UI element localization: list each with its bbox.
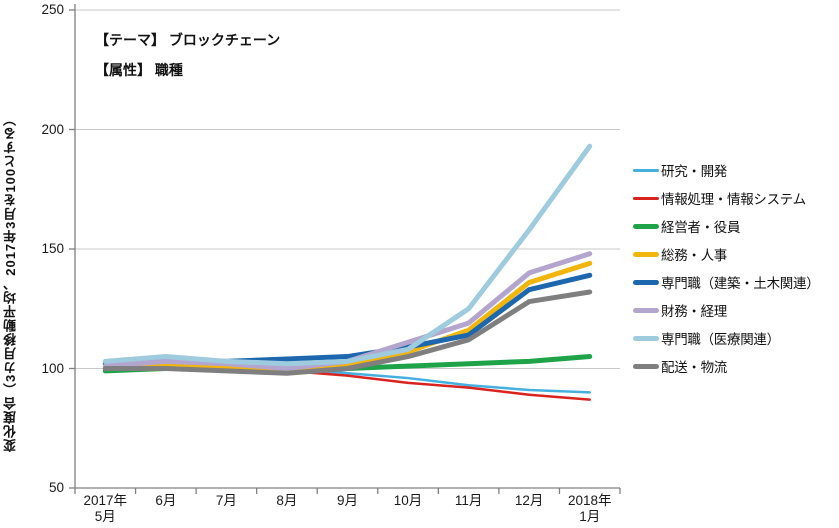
legend-item: 配送・物流 xyxy=(633,352,839,380)
x-tick-label: 2017年 5月 xyxy=(83,493,128,524)
legend-label: 情報処理・情報システム xyxy=(661,192,806,207)
y-axis-title: 変化度合（3カ月移動平均、2017年3月を100とする） xyxy=(3,111,18,453)
y-tick-label: 150 xyxy=(41,241,64,256)
legend-item: 情報処理・情報システム xyxy=(633,184,839,212)
legend-label: 専門職（建築・土木関連） xyxy=(661,276,820,291)
y-tick-label: 100 xyxy=(41,360,64,376)
legend-swatch xyxy=(633,223,659,229)
chart-title-attribute: 【属性】 職種 xyxy=(95,62,183,78)
x-tick-label: 2018年 1月 xyxy=(567,493,612,524)
legend-swatch xyxy=(633,251,659,257)
x-tick-label: 11月 xyxy=(454,493,483,508)
legend-item: 研究・開発 xyxy=(633,156,839,184)
legend-label: 財務・経理 xyxy=(661,304,727,319)
legend-swatch xyxy=(633,279,659,285)
legend-label: 総務・人事 xyxy=(661,248,727,263)
x-tick-label: 8月 xyxy=(276,493,298,508)
x-tick-label: 10月 xyxy=(393,493,423,508)
chart-title-theme: 【テーマ】 ブロックチェーン xyxy=(95,32,281,48)
legend: 研究・開発 情報処理・情報システム 経営者・役員 総務・人事 専門職（建築・土木… xyxy=(633,156,839,380)
series-line xyxy=(102,143,593,367)
x-tick-label: 7月 xyxy=(215,493,237,508)
legend-item: 総務・人事 xyxy=(633,240,839,268)
legend-swatch xyxy=(633,335,659,341)
legend-swatch xyxy=(633,196,659,200)
x-tick-label: 9月 xyxy=(336,493,358,508)
series-line xyxy=(102,289,593,376)
series-line xyxy=(102,272,593,367)
legend-swatch xyxy=(633,168,659,172)
legend-label: 配送・物流 xyxy=(661,360,727,375)
legend-label: 専門職（医療関連） xyxy=(661,332,780,347)
legend-label: 研究・開発 xyxy=(661,164,727,179)
y-tick-label: 200 xyxy=(41,121,64,137)
legend-item: 財務・経理 xyxy=(633,296,839,324)
x-tick-label: 12月 xyxy=(514,493,544,508)
legend-swatch xyxy=(633,307,659,313)
legend-label: 経営者・役員 xyxy=(661,220,741,235)
legend-swatch xyxy=(633,363,659,369)
legend-item: 専門職（建築・土木関連） xyxy=(633,268,839,296)
y-tick-label: 50 xyxy=(48,480,64,495)
legend-item: 経営者・役員 xyxy=(633,212,839,240)
x-tick-label: 6月 xyxy=(155,493,177,508)
legend-item: 専門職（医療関連） xyxy=(633,324,839,352)
y-tick-label: 250 xyxy=(41,2,64,17)
